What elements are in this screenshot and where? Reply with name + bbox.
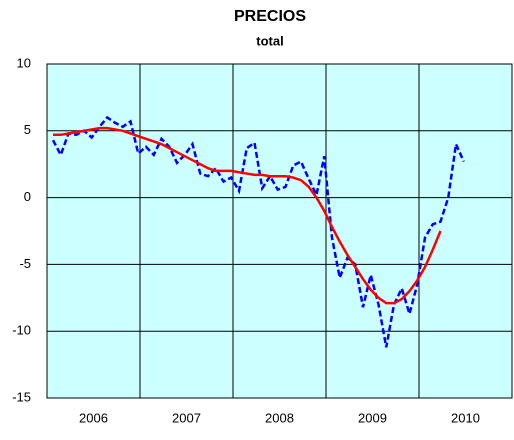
x-tick-label: 2009 [358,410,387,425]
x-tick-label: 2006 [79,410,108,425]
x-tick-label: 2010 [451,410,480,425]
x-tick-label: 2007 [172,410,201,425]
x-tick-label: 2008 [265,410,294,425]
y-tick-label: 10 [17,55,31,70]
y-tick-label: -5 [19,256,31,271]
y-tick-label: 0 [24,189,31,204]
chart-title: PRECIOS [234,8,306,25]
chart-subtitle: total [256,33,283,48]
y-tick-label: -15 [12,389,31,404]
y-tick-label: -10 [12,323,31,338]
series-line [53,126,442,305]
y-tick-label: 5 [24,122,31,137]
plot-area [46,63,513,399]
